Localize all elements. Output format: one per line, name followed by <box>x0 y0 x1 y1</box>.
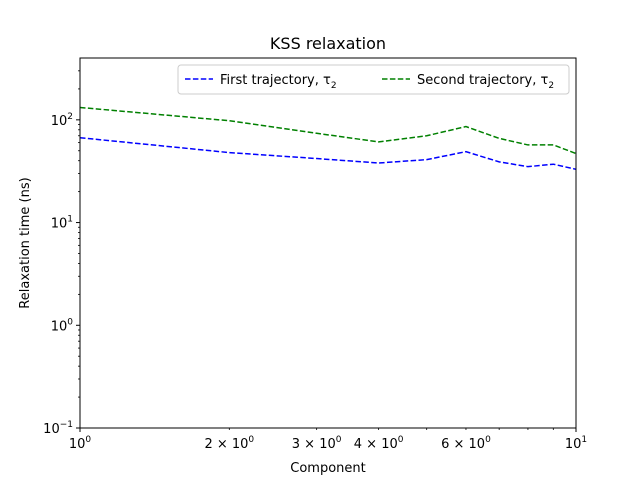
y-axis-label: Relaxation time (ns) <box>18 177 33 308</box>
series-layer <box>79 106 577 171</box>
x-tick-label: 2 × 100 <box>204 435 254 452</box>
x-tick-label: 3 × 100 <box>292 435 342 452</box>
x-tick-label: 4 × 100 <box>354 435 404 452</box>
x-tick-label: 100 <box>69 435 92 452</box>
chart-title: KSS relaxation <box>270 34 386 53</box>
x-axis-ticks: 100 101 2 × 100 3 × 100 4 × 100 6 × 100 <box>69 428 587 452</box>
series-line-1 <box>79 136 577 171</box>
plot-area <box>80 58 576 428</box>
legend: First trajectory, τ2 Second trajectory, τ… <box>177 64 570 95</box>
x-tick-label: 101 <box>565 435 587 452</box>
plot-frame <box>79 57 577 429</box>
y-tick-label: 101 <box>51 215 73 232</box>
y-tick-label: 10−1 <box>43 420 73 437</box>
x-tick-label: 6 × 100 <box>441 435 491 452</box>
legend-box <box>177 64 570 95</box>
y-axis-ticks: 10−1 100 101 102 <box>43 70 80 437</box>
legend-label-2: Second trajectory, τ2 <box>417 73 554 91</box>
series-line-2 <box>79 106 577 155</box>
legend-label-1: First trajectory, τ2 <box>220 73 337 91</box>
y-tick-label: 102 <box>51 112 73 129</box>
y-tick-label: 100 <box>51 317 74 334</box>
x-axis-label: Component <box>290 461 365 476</box>
